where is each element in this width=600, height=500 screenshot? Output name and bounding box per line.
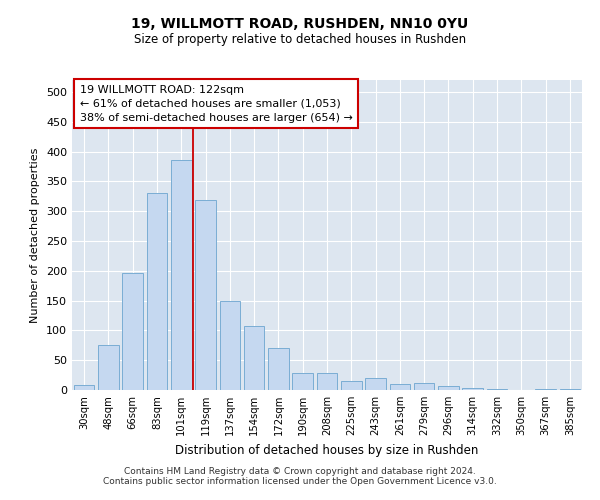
Bar bbox=[341, 381, 362, 390]
Bar bbox=[244, 326, 265, 390]
Bar bbox=[268, 348, 289, 390]
Bar bbox=[146, 192, 167, 390]
Bar bbox=[463, 388, 483, 390]
Y-axis label: Number of detached properties: Number of detached properties bbox=[31, 148, 40, 322]
Bar bbox=[220, 300, 240, 390]
Bar bbox=[389, 384, 410, 390]
Bar bbox=[365, 378, 386, 390]
Bar bbox=[292, 374, 313, 390]
Bar bbox=[317, 374, 337, 390]
Text: 19 WILLMOTT ROAD: 122sqm
← 61% of detached houses are smaller (1,053)
38% of sem: 19 WILLMOTT ROAD: 122sqm ← 61% of detach… bbox=[80, 84, 353, 122]
Text: 19, WILLMOTT ROAD, RUSHDEN, NN10 0YU: 19, WILLMOTT ROAD, RUSHDEN, NN10 0YU bbox=[131, 18, 469, 32]
Bar bbox=[414, 384, 434, 390]
Text: Contains public sector information licensed under the Open Government Licence v3: Contains public sector information licen… bbox=[103, 477, 497, 486]
Bar bbox=[122, 272, 143, 390]
Text: Contains HM Land Registry data © Crown copyright and database right 2024.: Contains HM Land Registry data © Crown c… bbox=[124, 467, 476, 476]
Bar bbox=[195, 200, 216, 390]
Bar bbox=[438, 386, 459, 390]
Bar bbox=[171, 160, 191, 390]
Bar bbox=[74, 385, 94, 390]
Bar bbox=[98, 346, 119, 390]
X-axis label: Distribution of detached houses by size in Rushden: Distribution of detached houses by size … bbox=[175, 444, 479, 456]
Text: Size of property relative to detached houses in Rushden: Size of property relative to detached ho… bbox=[134, 32, 466, 46]
